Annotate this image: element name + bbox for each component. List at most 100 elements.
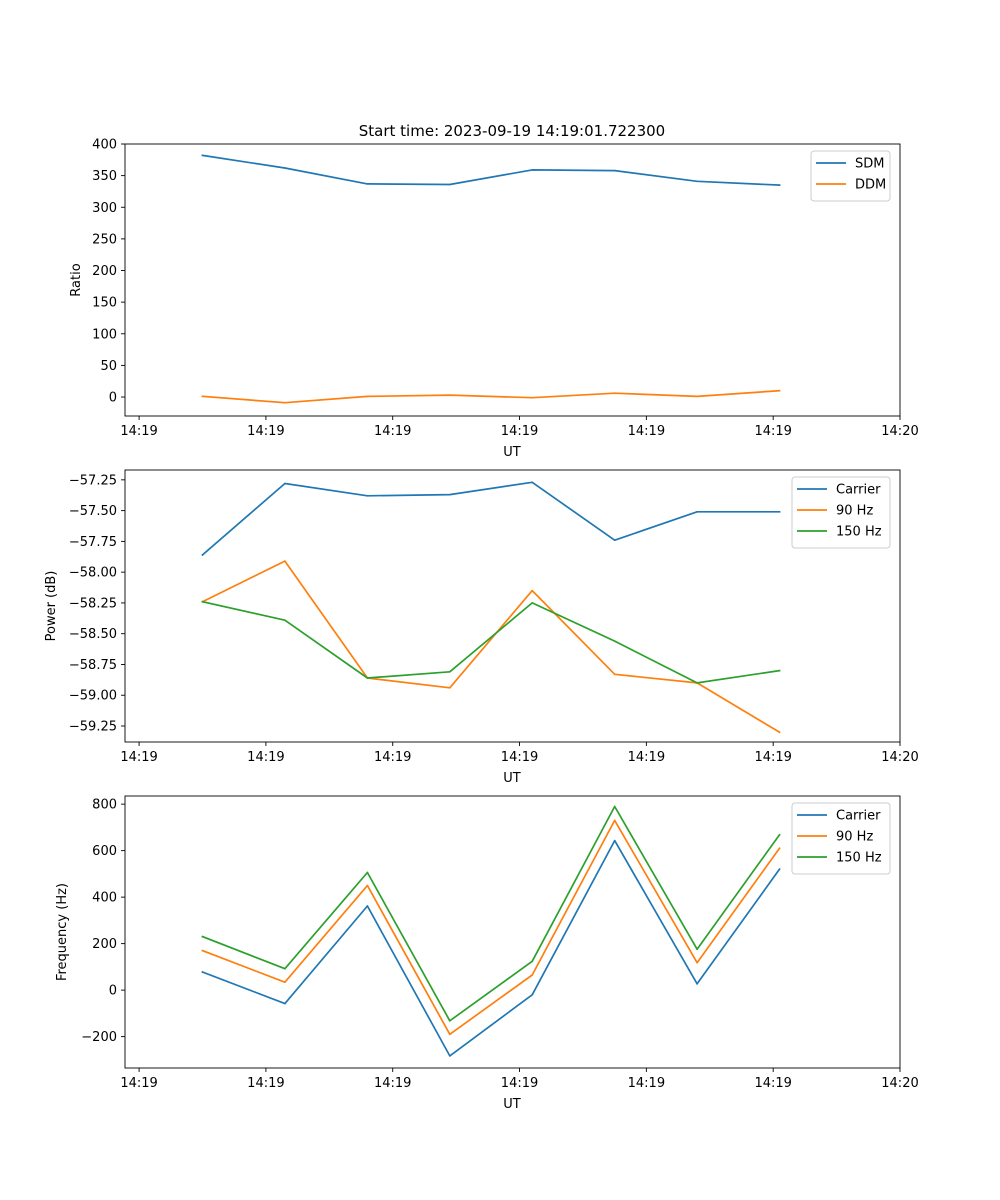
data-point <box>201 971 204 973</box>
data-point <box>284 560 286 562</box>
data-point <box>448 493 451 496</box>
data-point <box>778 731 781 733</box>
x-tick-label: 14:19 <box>628 424 665 439</box>
y-tick-label: 100 <box>92 327 117 342</box>
data-point <box>284 401 286 404</box>
x-tick-label: 14:19 <box>247 1076 284 1091</box>
series-line-150-hz <box>201 600 781 684</box>
x-tick-label: 14:19 <box>247 424 284 439</box>
legend: Carrier 90 Hz 150 Hz <box>791 476 891 549</box>
data-point <box>284 981 286 984</box>
data-point <box>201 554 204 556</box>
data-point <box>778 868 781 871</box>
data-point <box>284 967 286 970</box>
y-tick-label: 400 <box>92 891 117 906</box>
y-tick-label: 800 <box>92 798 117 813</box>
y-axis-label: Power (dB) <box>44 571 59 642</box>
x-tick-label: 14:20 <box>881 424 918 439</box>
data-point <box>531 169 534 171</box>
y-tick-label: −58.50 <box>69 627 117 642</box>
data-point <box>613 169 616 172</box>
data-point <box>613 392 616 395</box>
x-axis-label: UT <box>503 771 521 786</box>
y-tick-label: 50 <box>100 359 117 374</box>
x-tick-label: 14:19 <box>501 424 538 439</box>
x-tick-label: 14:19 <box>754 424 791 439</box>
data-point <box>366 905 369 907</box>
series-line-150-hz <box>201 805 781 1022</box>
data-point <box>531 481 534 484</box>
data-point <box>366 871 369 874</box>
legend-label: Carrier <box>836 809 881 824</box>
data-point <box>531 396 534 399</box>
axes-frame <box>124 143 901 417</box>
data-point <box>778 511 781 513</box>
x-tick-label: 14:19 <box>247 750 284 765</box>
data-point <box>613 839 616 842</box>
x-tick-label: 14:19 <box>374 424 411 439</box>
x-tick-label: 14:19 <box>374 750 411 765</box>
axes-frame <box>124 469 901 743</box>
y-tick-label: 200 <box>92 937 117 952</box>
data-point <box>613 805 616 808</box>
y-axis-label: Ratio <box>69 263 84 296</box>
legend: SDM DDM <box>810 150 891 202</box>
data-point <box>201 395 204 398</box>
data-point <box>696 395 698 398</box>
axes-frame <box>124 795 901 1069</box>
data-point <box>284 167 286 169</box>
legend-label: 150 Hz <box>836 525 882 540</box>
y-tick-label: −58.00 <box>69 566 117 581</box>
data-point <box>448 687 451 689</box>
y-tick-label: −57.50 <box>69 504 117 519</box>
data-point <box>613 819 616 822</box>
data-point <box>696 983 698 985</box>
data-point <box>531 974 534 976</box>
x-tick-label: 14:20 <box>881 750 918 765</box>
y-tick-label: −57.25 <box>69 473 117 488</box>
data-point <box>613 640 616 642</box>
data-point <box>778 834 781 836</box>
x-tick-label: 14:19 <box>754 1076 791 1091</box>
x-axis-label: UT <box>503 1097 521 1112</box>
y-tick-label: 250 <box>92 232 117 247</box>
x-tick-label: 14:19 <box>120 750 157 765</box>
series-line-sdm <box>201 154 781 186</box>
y-tick-label: −59.00 <box>69 689 117 704</box>
panel-1: 14:19 14:19 14:19 14:19 14:19 14:19 14:20 0 50 10… <box>69 138 919 461</box>
data-point <box>778 184 781 186</box>
y-tick-label: 350 <box>92 169 117 184</box>
y-tick-label: 0 <box>109 984 117 999</box>
data-point <box>696 180 698 183</box>
y-tick-label: −57.75 <box>69 535 117 550</box>
data-point <box>778 669 781 672</box>
data-point <box>613 539 616 541</box>
figure-title: Start time: 2023-09-19 14:19:01.722300 <box>359 122 665 140</box>
legend-label: 90 Hz <box>836 504 873 519</box>
x-tick-label: 14:20 <box>881 1076 918 1091</box>
data-point <box>778 389 781 392</box>
data-point <box>366 677 369 679</box>
data-point <box>366 884 369 887</box>
data-point <box>696 961 698 964</box>
data-point <box>696 682 698 684</box>
data-point <box>366 495 369 497</box>
legend-label: DDM <box>855 178 886 193</box>
y-tick-label: −200 <box>81 1030 117 1045</box>
data-point <box>448 1033 451 1036</box>
data-point <box>531 960 534 963</box>
data-point <box>366 183 369 185</box>
x-tick-label: 14:19 <box>374 1076 411 1091</box>
x-tick-label: 14:19 <box>501 1076 538 1091</box>
x-tick-label: 14:19 <box>120 1076 157 1091</box>
panel-3: 14:19 14:19 14:19 14:19 14:19 14:19 14:20 −200 0… <box>55 795 919 1112</box>
y-tick-label: 300 <box>92 201 117 216</box>
x-axis-label: UT <box>503 445 521 460</box>
data-point <box>366 395 369 398</box>
data-point <box>284 482 286 485</box>
x-tick-label: 14:19 <box>754 750 791 765</box>
y-tick-label: 200 <box>92 264 117 279</box>
data-point <box>201 935 204 938</box>
y-tick-label: 150 <box>92 296 117 311</box>
